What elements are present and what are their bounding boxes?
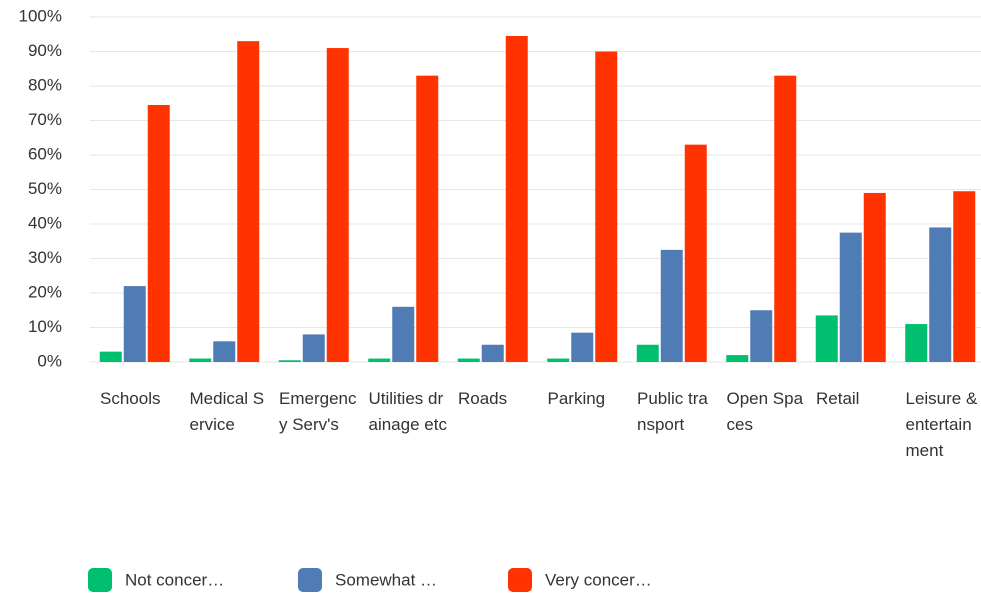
y-tick-label: 40% bbox=[28, 213, 62, 232]
bar bbox=[237, 41, 260, 363]
bar bbox=[505, 35, 528, 362]
bar bbox=[481, 344, 504, 362]
x-tick-label: Public transport bbox=[637, 389, 708, 434]
bar bbox=[326, 48, 349, 363]
x-tick-label: Medical Service bbox=[189, 389, 265, 434]
bar bbox=[905, 324, 928, 362]
bar bbox=[726, 355, 749, 362]
bar bbox=[595, 51, 618, 362]
x-tick-label: Leisure & entertainment bbox=[905, 389, 978, 460]
bar bbox=[750, 310, 773, 362]
x-tick-label: Retail bbox=[816, 389, 860, 408]
legend-label: Somewhat … bbox=[335, 570, 437, 589]
y-tick-label: 100% bbox=[19, 6, 62, 25]
bar bbox=[416, 75, 439, 363]
legend-swatch bbox=[88, 568, 112, 592]
bar bbox=[99, 351, 122, 362]
legend-swatch bbox=[298, 568, 322, 592]
y-tick-label: 60% bbox=[28, 144, 62, 163]
bar bbox=[392, 306, 415, 362]
bar bbox=[774, 75, 797, 363]
bar bbox=[863, 192, 886, 362]
bar bbox=[457, 358, 480, 362]
bar bbox=[839, 232, 862, 362]
y-tick-label: 0% bbox=[37, 351, 62, 370]
x-tick-label: Emergency Serv's bbox=[279, 389, 357, 434]
y-tick-label: 30% bbox=[28, 248, 62, 267]
bar bbox=[571, 332, 594, 362]
y-tick-label: 50% bbox=[28, 179, 62, 198]
bar bbox=[547, 358, 570, 362]
legend-label: Very concer… bbox=[545, 570, 652, 589]
x-tick-label: Roads bbox=[458, 389, 508, 408]
legend-label: Not concer… bbox=[125, 570, 224, 589]
x-tick-label: Open Spaces bbox=[726, 389, 804, 434]
y-tick-label: 90% bbox=[28, 41, 62, 60]
bar bbox=[189, 358, 212, 362]
y-tick-label: 10% bbox=[28, 317, 62, 336]
x-tick-label: Parking bbox=[547, 389, 606, 408]
x-tick-label: Utilities drainage etc bbox=[368, 389, 447, 434]
y-tick-label: 70% bbox=[28, 110, 62, 129]
bar bbox=[278, 360, 301, 362]
bar bbox=[368, 358, 391, 362]
bar bbox=[123, 286, 146, 362]
bar bbox=[213, 341, 236, 362]
bar bbox=[684, 144, 707, 362]
bar bbox=[660, 249, 683, 362]
y-tick-label: 80% bbox=[28, 75, 62, 94]
x-tick-label: Schools bbox=[100, 389, 161, 408]
bar bbox=[147, 104, 170, 362]
bar bbox=[953, 191, 976, 362]
bar bbox=[815, 315, 838, 362]
bar bbox=[302, 334, 325, 362]
y-tick-label: 20% bbox=[28, 282, 62, 301]
legend-swatch bbox=[508, 568, 532, 592]
bar bbox=[929, 227, 952, 362]
bar bbox=[636, 344, 659, 362]
